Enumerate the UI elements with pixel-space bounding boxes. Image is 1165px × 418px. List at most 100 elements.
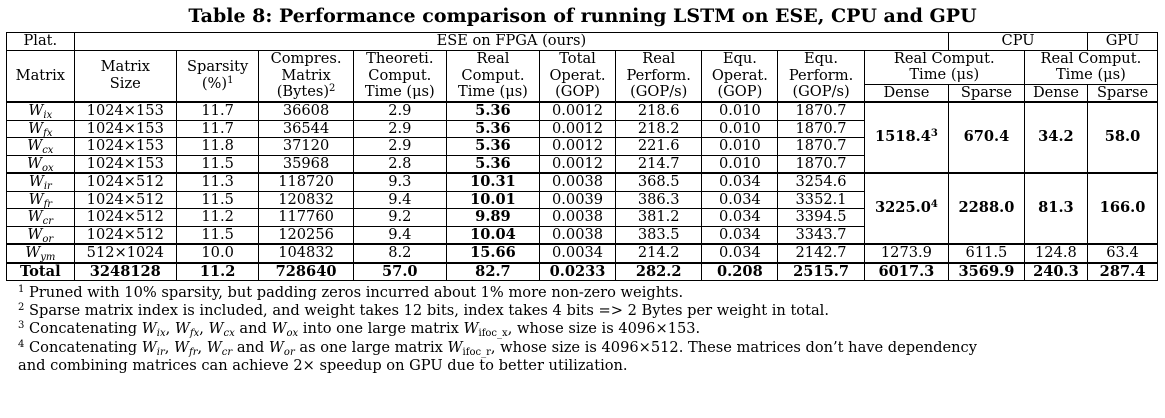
cpu-sparse-cell: 611.5: [948, 243, 1025, 263]
real-time-cell: 10.01: [445, 190, 541, 209]
header-row-3: Dense Sparse Dense Sparse: [7, 83, 1158, 103]
total-operat-cell: 0.0038: [539, 208, 617, 227]
real-perform-cell: 383.5: [615, 225, 703, 245]
equ-operat-cell: 0.010: [701, 137, 779, 156]
total-row: Total 3248128 11.2 728640 57.0 82.7 0.02…: [6, 261, 1158, 281]
total-operat-cell: 0.0012: [539, 119, 617, 138]
matrix-name-cell: Wcr: [6, 208, 75, 227]
cpu-dense-merged-cell: 1518.43: [863, 101, 950, 174]
matrix-name-cell: Wym: [6, 243, 75, 263]
real-time-cell: 5.36: [445, 154, 541, 174]
equ-perform-cell: 1870.7: [777, 154, 865, 174]
gpu-sparse-cell: 63.4: [1087, 243, 1158, 263]
sparsity-cell: 11.7: [175, 101, 260, 121]
header-row-2: Matrix Matrix Size Sparsity (%)1 Compres. M…: [6, 49, 1159, 103]
footnote-2: 2 Sparse matrix index is included, and w…: [18, 302, 829, 320]
total-operat-cell: 0.0012: [539, 154, 617, 174]
header-real-perform: Real Perform. (GOP/s): [615, 49, 703, 103]
total-sparsity: 11.2: [175, 261, 260, 281]
total-size: 3248128: [73, 261, 177, 281]
table-row: Wfx 1024×153 11.7 36544 2.9 5.36 0.0012 218.2 0.…: [6, 119, 1158, 138]
total-real-perform: 282.2: [615, 261, 703, 281]
header-row-1: Plat. ESE on FPGA (ours) CPU GPU: [6, 32, 1158, 51]
matrix-size-cell: 1024×512: [73, 190, 177, 209]
equ-operat-cell: 0.034: [701, 243, 779, 263]
total-gpu-sparse: 287.4: [1087, 261, 1158, 281]
total-operat-cell: 0.0039: [539, 190, 617, 209]
header-plat: Plat.: [6, 32, 75, 51]
table-row: Wor 1024×512 11.5 120256 9.4 10.04 0.0038 383.5…: [6, 225, 1158, 245]
theoreti-time-cell: 2.9: [352, 101, 447, 121]
real-time-cell: 5.36: [445, 101, 541, 121]
header-gpu-sparse: Sparse: [1087, 83, 1158, 103]
equ-perform-cell: 2142.7: [777, 243, 865, 263]
equ-perform-cell: 3343.7: [777, 225, 865, 245]
compres-matrix-cell: 36544: [258, 119, 354, 138]
matrix-size-cell: 1024×512: [73, 225, 177, 245]
table-row: Wix 1024×153 11.7 36608 2.9 5.36 0.0012 218.6 0.…: [6, 101, 1158, 174]
matrix-size-cell: 1024×512: [73, 172, 177, 192]
matrix-name-cell: Wfr: [6, 190, 75, 209]
cpu-dense-cell: 1273.9: [863, 243, 950, 263]
equ-operat-cell: 0.034: [701, 172, 779, 192]
real-perform-cell: 221.6: [615, 137, 703, 156]
table-caption: Table 8: Performance comparison of runni…: [188, 5, 977, 27]
matrix-name-cell: Wfx: [6, 119, 75, 138]
total-theoreti: 57.0: [352, 261, 447, 281]
compres-matrix-cell: 118720: [258, 172, 354, 192]
compres-matrix-cell: 104832: [258, 243, 354, 263]
matrix-name-cell: Wor: [6, 225, 75, 245]
footnote-4: 4 Concatenating Wir, Wfr, Wcr and Wor as…: [18, 338, 977, 374]
header-cpu-time: Real Comput. Time (μs): [863, 49, 1025, 85]
theoreti-time-cell: 9.4: [352, 225, 447, 245]
gpu-dense-merged-cell: 34.2: [1023, 101, 1089, 174]
total-operat-cell: 0.0034: [539, 243, 617, 263]
matrix-name-cell: Wix: [6, 101, 75, 121]
header-matrix: Matrix: [6, 49, 75, 103]
equ-perform-cell: 1870.7: [777, 137, 865, 156]
real-time-cell: 15.66: [445, 243, 541, 263]
gpu-dense-merged-cell: 81.3: [1023, 172, 1089, 245]
footnotes: 1 Pruned with 10% sparsity, but padding …: [18, 284, 1158, 375]
equ-perform-cell: 3352.1: [777, 190, 865, 209]
sparsity-cell: 11.8: [175, 137, 260, 156]
compres-matrix-cell: 35968: [258, 154, 354, 174]
theoreti-time-cell: 9.4: [352, 190, 447, 209]
real-perform-cell: 386.3: [615, 190, 703, 209]
header-sparsity: Sparsity (%)1: [175, 49, 260, 103]
sparsity-cell: 11.5: [175, 154, 260, 174]
total-equ-operat: 0.208: [701, 261, 779, 281]
real-perform-cell: 218.2: [615, 119, 703, 138]
header-real-comput-time: Real Comput. Time (μs): [445, 49, 541, 103]
header-gpu-group: GPU: [1087, 32, 1158, 51]
compres-matrix-cell: 117760: [258, 208, 354, 227]
total-operat-cell: 0.0012: [539, 137, 617, 156]
equ-operat-cell: 0.034: [701, 208, 779, 227]
compres-matrix-cell: 36608: [258, 101, 354, 121]
table-row: Wcr 1024×512 11.2 117760 9.2 9.89 0.0038 381.2 0…: [6, 208, 1158, 227]
equ-operat-cell: 0.010: [701, 154, 779, 174]
header-equ-perform: Equ. Perform. (GOP/s): [777, 49, 865, 103]
sparsity-cell: 11.7: [175, 119, 260, 138]
header-total-operat: Total Operat. (GOP): [539, 49, 617, 103]
real-perform-cell: 214.7: [615, 154, 703, 174]
sparsity-cell: 11.2: [175, 208, 260, 227]
header-ese-group: ESE on FPGA (ours): [73, 32, 950, 51]
real-time-cell: 10.31: [445, 172, 541, 192]
compres-matrix-cell: 120256: [258, 225, 354, 245]
header-cpu-sparse: Sparse: [948, 83, 1025, 103]
real-perform-cell: 368.5: [615, 172, 703, 192]
matrix-size-cell: 1024×153: [73, 119, 177, 138]
real-time-cell: 10.04: [445, 225, 541, 245]
compres-matrix-cell: 37120: [258, 137, 354, 156]
equ-perform-cell: 3254.6: [777, 172, 865, 192]
cpu-sparse-merged-cell: 670.4: [948, 101, 1025, 174]
header-compres-matrix: Compres. Matrix (Bytes)2: [258, 49, 354, 103]
total-operat-cell: 0.0012: [539, 101, 617, 121]
header-equ-operat: Equ. Operat. (GOP): [701, 49, 779, 103]
real-perform-cell: 218.6: [615, 101, 703, 121]
table-row: Wym 512×1024 10.0 104832 8.2 15.66 0.0034 214.2…: [6, 243, 1158, 263]
real-perform-cell: 214.2: [615, 243, 703, 263]
real-perform-cell: 381.2: [615, 208, 703, 227]
sparsity-cell: 10.0: [175, 243, 260, 263]
